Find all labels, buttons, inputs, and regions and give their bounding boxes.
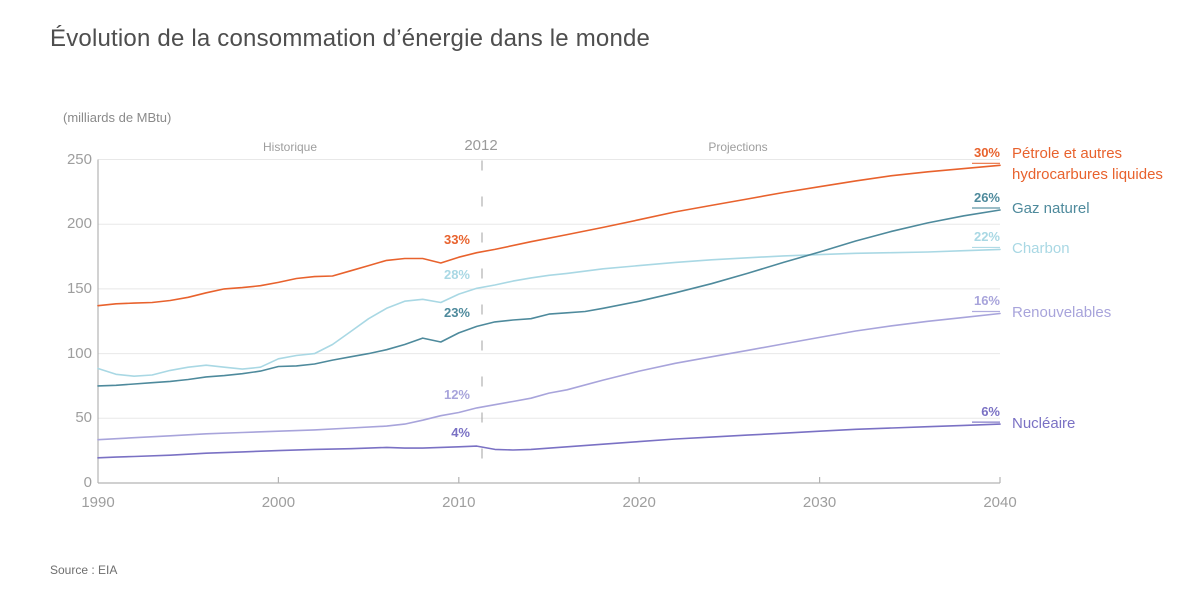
x-axis-tick-label: 2030 [802, 494, 837, 511]
series-name-line: Renouvelables [1012, 303, 1112, 321]
series-name-label-renouvelables: Renouvelables [1012, 302, 1111, 323]
y-axis-tick-label: 150 [66, 279, 92, 297]
x-axis-tick-label: 1990 [81, 494, 115, 511]
series-name-line: Gaz naturel [1012, 200, 1090, 218]
y-axis-unit-label: (milliards de MBtu) [63, 110, 172, 125]
y-axis-tick-label: 0 [83, 474, 92, 491]
x-axis-tick-label: 2000 [261, 494, 296, 511]
series-line-petrole [97, 164, 1001, 307]
series-name-label-petrole: Pétrole et autres hydrocarbures liquides [1012, 143, 1163, 185]
series-share-2012-label-petrole: 33% [443, 231, 470, 247]
x-axis-tick-label: 2040 [983, 494, 1017, 511]
y-axis-tick-label: 200 [66, 215, 92, 233]
series-share-2040-label-gaz-naturel: 26% [973, 189, 1000, 205]
series-share-2012-label-nucleaire: 4% [451, 425, 470, 441]
y-axis-tick-label: 250 [66, 150, 92, 168]
series-share-2040-label-charbon: 22% [973, 229, 1000, 245]
historical-period-label: Historique [262, 140, 318, 154]
series-share-2040-label-renouvelables: 16% [973, 293, 1000, 309]
series-share-2012-label-gaz-naturel: 23% [443, 305, 470, 321]
series-name-line: hydrocarbures liquides [1012, 166, 1163, 184]
series-name-label-nucleaire: Nucléaire [1012, 413, 1075, 434]
series-line-charbon [97, 248, 1001, 378]
series-name-line: Pétrole et autres [1012, 145, 1123, 163]
y-axis-tick-label: 100 [66, 344, 92, 362]
series-share-2012-label-renouvelables: 12% [443, 386, 470, 402]
source-label: Source : EIA [50, 563, 118, 577]
series-name-line: Charbon [1012, 239, 1070, 257]
chart-title: Évolution de la consommation d’énergie d… [50, 25, 651, 52]
series-share-2012-label-charbon: 28% [443, 267, 470, 283]
series-name-line: Nucléaire [1012, 414, 1076, 432]
series-line-gaz-naturel [97, 209, 1001, 387]
divider-year-label: 2012 [464, 137, 498, 154]
series-name-label-gaz-naturel: Gaz naturel [1012, 198, 1090, 219]
y-axis-tick-label: 50 [75, 409, 92, 427]
series-share-2040-label-petrole: 30% [973, 145, 1000, 161]
series-share-2040-label-nucleaire: 6% [981, 404, 1000, 420]
projections-period-label: Projections [708, 140, 768, 154]
series-name-label-charbon: Charbon [1012, 238, 1070, 259]
x-axis-tick-label: 2020 [622, 494, 656, 511]
series-line-nucleaire [97, 423, 1001, 459]
series-line-renouvelables [97, 312, 1001, 441]
x-axis-tick-label: 2010 [442, 494, 476, 511]
